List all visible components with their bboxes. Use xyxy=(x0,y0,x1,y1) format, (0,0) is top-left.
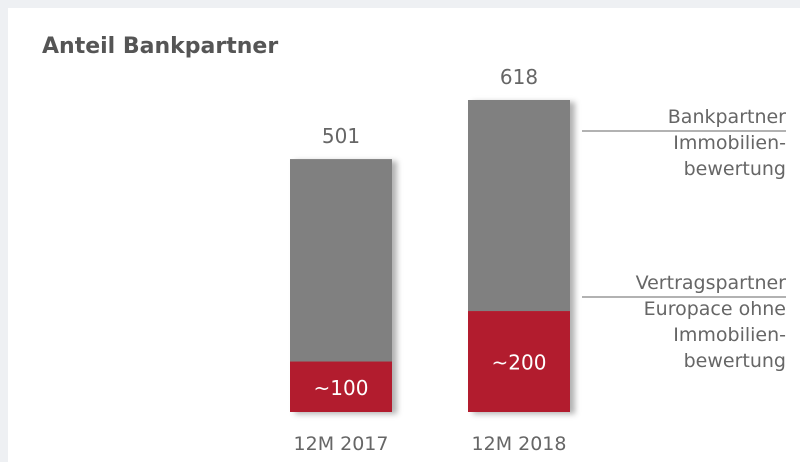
segment-label: ~100 xyxy=(314,376,369,400)
x-tick-label: 12M 2017 xyxy=(294,433,389,455)
bar-segment xyxy=(468,100,570,312)
bar-group xyxy=(290,159,392,412)
total-label: 501 xyxy=(322,124,360,148)
bar-segment xyxy=(290,159,392,362)
x-tick-label: 12M 2018 xyxy=(472,433,567,455)
bar-segment xyxy=(290,361,392,412)
chart-title: Anteil Bankpartner xyxy=(42,34,278,59)
segment-label: ~200 xyxy=(492,351,547,375)
legend-entry: Bankpartner Immobilien- bewertung xyxy=(667,106,786,180)
legend-entry: Vertragspartner Europace ohne Immobilien… xyxy=(635,272,786,372)
card xyxy=(8,8,800,462)
total-label: 618 xyxy=(500,65,538,89)
bar-group xyxy=(468,100,570,412)
bar-segment xyxy=(468,311,570,412)
